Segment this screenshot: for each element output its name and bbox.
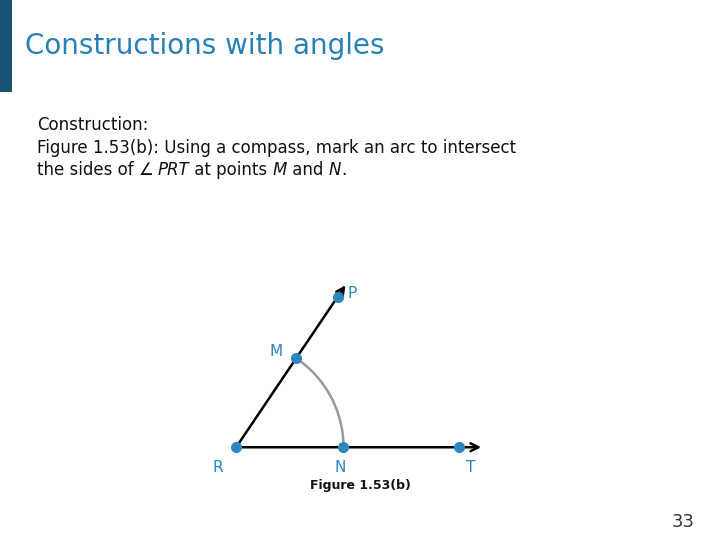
Text: N: N [335,461,346,475]
Text: 33: 33 [672,513,695,531]
Text: N: N [328,161,341,179]
Text: M: M [273,161,287,179]
Text: Figure 1.53(b): Figure 1.53(b) [310,480,410,492]
Text: .: . [341,161,346,179]
Text: T: T [466,461,475,475]
Text: P: P [348,286,357,301]
FancyBboxPatch shape [0,0,12,92]
Text: at points: at points [189,161,273,179]
Text: M: M [270,344,283,359]
Text: R: R [212,461,223,475]
Text: and: and [287,161,328,179]
Text: Constructions with angles: Constructions with angles [25,32,384,60]
Text: Figure 1.53(b): Using a compass, mark an arc to intersect: Figure 1.53(b): Using a compass, mark an… [37,139,516,157]
Text: PRT: PRT [158,161,189,179]
Text: the sides of ∠: the sides of ∠ [37,161,158,179]
Text: Construction:: Construction: [37,117,149,134]
